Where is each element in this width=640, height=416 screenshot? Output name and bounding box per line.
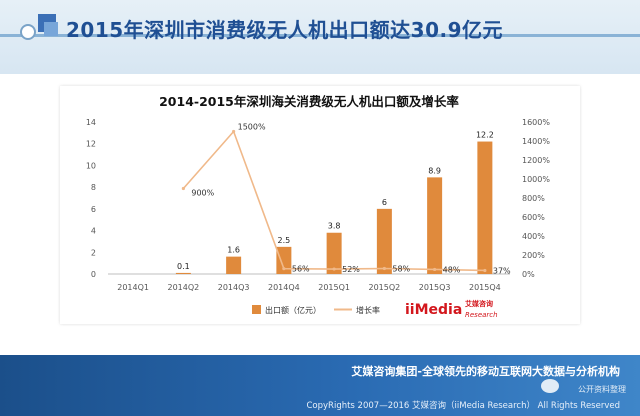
bar [427,177,443,274]
x-tick-label: 2014Q2 [168,283,200,292]
y-right-tick-label: 400% [522,232,545,241]
x-tick-label: 2014Q3 [218,283,250,292]
bar-data-label: 12.2 [476,131,494,140]
y-left-tick-label: 14 [86,118,96,127]
chart-panel: 2014-2015年深圳海关消费级无人机出口额及增长率 0 2 4 6 8 10 12 14 0%… [60,86,580,324]
bar-data-label: 3.8 [328,222,341,231]
legend-swatch-bar [252,305,261,314]
footer-band: 艾媒咨询集团-全球领先的移动互联网大数据与分析机构 CopyRights 200… [0,355,640,416]
bar [226,256,242,274]
line-point [382,266,386,271]
bar [376,208,392,274]
line-data-label: 37% [493,266,511,275]
line-data-label: 52% [342,265,360,274]
y-right-tick-label: 600% [522,213,545,222]
y-left-tick-label: 2 [91,248,96,257]
line-point [433,267,437,272]
square-icon [44,22,58,36]
x-tick-label: 2014Q1 [117,283,149,292]
line-point [332,267,336,271]
y-left-tick-label: 0 [91,270,96,279]
line-data-label: 1500% [238,123,266,132]
footer-tagline: 艾媒咨询集团-全球领先的移动互联网大数据与分析机构 [351,365,620,378]
y-left-tick-label: 10 [86,161,96,170]
line-point [282,267,286,271]
line-data-label: 56% [292,265,310,274]
header-divider [0,34,640,37]
y-left-tick-label: 8 [91,183,96,192]
line-point [181,186,185,191]
circle-icon [20,24,36,40]
header-band: 2015年深圳市消费级无人机出口额达30.9亿元 [0,0,640,74]
line-data-label: 58% [392,264,410,273]
y-right-tick-label: 200% [522,251,545,260]
line-point [483,268,487,273]
bar-data-label: 6 [382,198,387,207]
bar [175,272,191,274]
y-right-tick-label: 1400% [522,137,550,146]
page-title: 2015年深圳市消费级无人机出口额达30.9亿元 [66,18,504,42]
wechat-icon [541,379,559,393]
x-tick-label: 2015Q2 [369,283,401,292]
y-right-tick-label: 0% [522,270,535,279]
y-right-tick-label: 1200% [522,156,550,165]
bar-data-label: 2.5 [278,236,291,245]
bar [326,232,342,274]
line-point [232,129,236,134]
y-left-tick-label: 4 [91,227,96,236]
footer-copyright: CopyRights 2007—2016 艾媒咨询（iiMedia Resear… [306,401,620,411]
legend-label-line: 增长率 [356,305,380,315]
bar-data-label: 8.9 [428,166,441,175]
line-data-label: 900% [191,189,214,198]
bar-data-label: 0.1 [177,262,190,271]
y-right-tick-label: 1000% [522,175,550,184]
logo-brand-cn: 艾媒咨询 [465,299,493,308]
bar-data-label: 1.6 [227,246,240,255]
logo-brand: iiMedia [405,302,462,318]
chart-title: 2014-2015年深圳海关消费级无人机出口额及增长率 [159,94,459,109]
x-tick-label: 2015Q3 [419,283,451,292]
y-left-tick-label: 6 [91,205,96,214]
y-right-tick-label: 1600% [522,118,550,127]
bar [477,141,493,274]
y-left-tick-label: 12 [86,140,96,149]
legend-label-bar: 出口额（亿元） [265,305,321,315]
export-chart: 2014-2015年深圳海关消费级无人机出口额及增长率 0 2 4 6 8 10 12 14 0%… [86,94,551,319]
logo-brand-sub: Research [465,311,498,319]
watermark-text: 公开资料整理 [578,385,626,394]
bar [276,246,292,274]
y-right-tick-label: 800% [522,194,545,203]
line-data-label: 48% [443,265,461,274]
x-tick-label: 2015Q1 [318,283,350,292]
x-tick-label: 2015Q4 [469,283,501,292]
x-tick-label: 2014Q4 [268,283,300,292]
